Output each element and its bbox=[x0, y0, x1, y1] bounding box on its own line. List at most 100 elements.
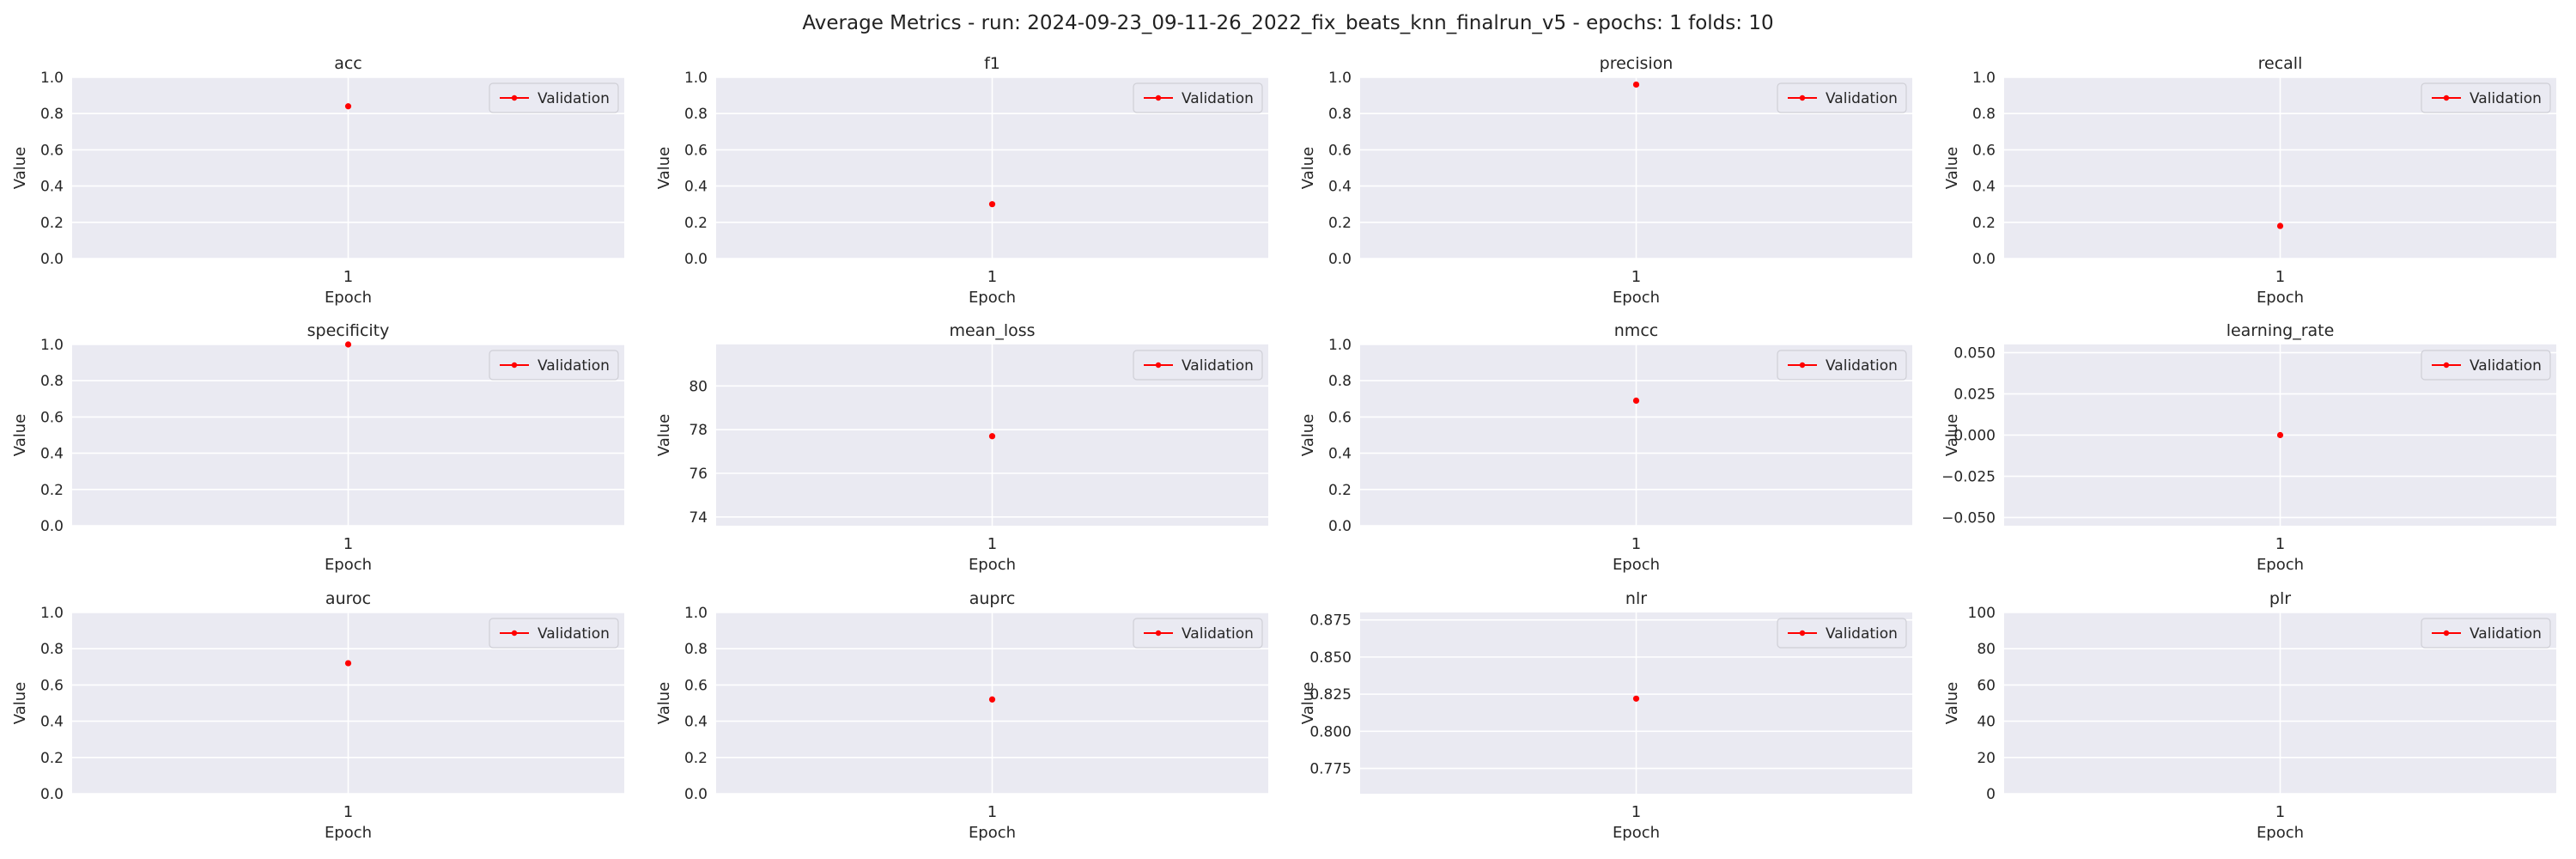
chart-title: precision bbox=[1600, 54, 1674, 73]
legend-box bbox=[489, 82, 619, 113]
data-point bbox=[2276, 431, 2284, 439]
legend: Validation bbox=[1777, 82, 1907, 113]
legend: Validation bbox=[2421, 82, 2551, 113]
legend-marker bbox=[2443, 362, 2450, 369]
y-tick-label: 0.8 bbox=[684, 641, 708, 658]
legend-marker bbox=[1155, 362, 1162, 369]
legend-label: Validation bbox=[2470, 90, 2542, 107]
y-tick-label: −0.025 bbox=[1941, 468, 1996, 485]
y-tick-label: 0.0 bbox=[684, 786, 708, 803]
chart-panel-learning_rate: −0.050 −0.025 0.000 0.025 0.050 1 Epoch Value le… bbox=[1941, 321, 2556, 574]
y-tick-label: 100 bbox=[1968, 605, 1996, 622]
y-tick-label: 1.0 bbox=[1328, 70, 1352, 87]
x-axis-label: Epoch bbox=[2257, 824, 2304, 842]
y-tick-label: 0.6 bbox=[40, 409, 64, 426]
y-tick-label: 0.4 bbox=[1328, 446, 1352, 463]
y-axis-label: Value bbox=[655, 147, 673, 189]
y-tick-label: 0.6 bbox=[684, 677, 708, 694]
x-axis-label: Epoch bbox=[1613, 556, 1660, 574]
y-tick-label: 0.850 bbox=[1309, 649, 1352, 667]
chart-title: learning_rate bbox=[2227, 321, 2335, 340]
chart-title: recall bbox=[2258, 54, 2303, 73]
y-tick-label: 1.0 bbox=[684, 605, 708, 622]
y-tick-label: 0.4 bbox=[684, 714, 708, 731]
y-tick-label: 0.8 bbox=[1972, 106, 1996, 123]
y-tick-label: 20 bbox=[1977, 750, 1996, 767]
legend-label: Validation bbox=[2470, 625, 2542, 643]
y-tick-label: 0.0 bbox=[40, 786, 64, 803]
y-tick-label: 74 bbox=[689, 509, 708, 527]
chart-title: acc bbox=[334, 54, 362, 73]
x-axis-label: Epoch bbox=[969, 289, 1016, 307]
legend-box bbox=[2421, 350, 2551, 381]
y-tick-label: 80 bbox=[689, 378, 708, 395]
y-tick-label: 0.8 bbox=[40, 373, 64, 390]
legend-marker bbox=[1155, 94, 1162, 101]
x-tick-label: 1 bbox=[2275, 803, 2285, 821]
legend-box bbox=[2421, 618, 2551, 649]
x-axis-label: Epoch bbox=[969, 556, 1016, 574]
legend: Validation bbox=[1133, 82, 1263, 113]
legend: Validation bbox=[489, 350, 619, 381]
x-axis-label: Epoch bbox=[325, 556, 372, 574]
legend-label: Validation bbox=[1826, 90, 1898, 107]
chart-panel-plr: 0 20 40 60 80 100 1 Epoch Value plr Validation bbox=[1943, 589, 2556, 842]
y-axis-label: Value bbox=[11, 414, 29, 456]
y-tick-label: 1.0 bbox=[40, 337, 64, 354]
y-tick-label: 0.6 bbox=[40, 142, 64, 159]
legend-box bbox=[1777, 618, 1907, 649]
legend-label: Validation bbox=[1826, 625, 1898, 643]
y-tick-label: 0.4 bbox=[40, 179, 64, 196]
chart-panel-mean_loss: 74 76 78 80 1 Epoch Value mean_loss Validation bbox=[655, 321, 1268, 574]
x-axis-label: Epoch bbox=[325, 824, 372, 842]
y-axis-label: Value bbox=[655, 414, 673, 456]
y-tick-label: 0.6 bbox=[1328, 142, 1352, 159]
legend-label: Validation bbox=[2470, 357, 2542, 375]
figure-title: Average Metrics - run: 2024-09-23_09-11-… bbox=[802, 12, 1774, 34]
data-point bbox=[344, 341, 352, 348]
y-tick-label: 0.2 bbox=[1328, 215, 1352, 232]
chart-panel-nmcc: 0.0 0.2 0.4 0.6 0.8 1.0 1 Epoch Value nmcc Validat… bbox=[1299, 321, 1912, 574]
legend-box bbox=[1777, 82, 1907, 113]
y-tick-label: 0.0 bbox=[1972, 251, 1996, 268]
x-tick-label: 1 bbox=[987, 535, 997, 553]
x-tick-label: 1 bbox=[343, 803, 353, 821]
y-tick-label: 0.4 bbox=[1972, 179, 1996, 196]
legend-marker bbox=[511, 362, 518, 369]
legend-box bbox=[2421, 82, 2551, 113]
y-tick-label: 0.6 bbox=[1972, 142, 1996, 159]
x-axis-label: Epoch bbox=[2257, 289, 2304, 307]
legend-box bbox=[489, 618, 619, 649]
y-tick-label: 0.0 bbox=[1328, 518, 1352, 535]
y-tick-label: 0.825 bbox=[1309, 686, 1352, 704]
legend: Validation bbox=[489, 82, 619, 113]
y-tick-label: 1.0 bbox=[684, 70, 708, 87]
y-tick-label: 0.2 bbox=[40, 482, 64, 499]
x-axis-label: Epoch bbox=[969, 824, 1016, 842]
data-point bbox=[1632, 81, 1640, 88]
y-tick-label: 0.0 bbox=[40, 518, 64, 535]
y-axis-label: Value bbox=[655, 682, 673, 724]
legend-marker bbox=[1799, 630, 1806, 637]
legend: Validation bbox=[2421, 618, 2551, 649]
legend-label: Validation bbox=[1182, 90, 1254, 107]
y-tick-label: 0.2 bbox=[684, 215, 708, 232]
x-tick-label: 1 bbox=[2275, 268, 2285, 286]
chart-title: specificity bbox=[307, 321, 390, 340]
chart-title: auroc bbox=[325, 589, 371, 608]
y-axis-label: Value bbox=[11, 682, 29, 724]
y-tick-label: 0.4 bbox=[40, 446, 64, 463]
legend-marker bbox=[511, 630, 518, 637]
x-tick-label: 1 bbox=[343, 535, 353, 553]
y-tick-label: −0.050 bbox=[1941, 509, 1996, 527]
y-tick-label: 0.8 bbox=[1328, 373, 1352, 390]
chart-title: plr bbox=[2269, 589, 2291, 608]
y-tick-label: 1.0 bbox=[40, 70, 64, 87]
y-tick-label: 0.4 bbox=[684, 179, 708, 196]
x-tick-label: 1 bbox=[1631, 268, 1641, 286]
y-tick-label: 1.0 bbox=[1328, 337, 1352, 354]
chart-title: f1 bbox=[984, 54, 1000, 73]
y-axis-label: Value bbox=[1943, 682, 1961, 724]
legend-box bbox=[1133, 82, 1263, 113]
data-point bbox=[1632, 695, 1640, 702]
